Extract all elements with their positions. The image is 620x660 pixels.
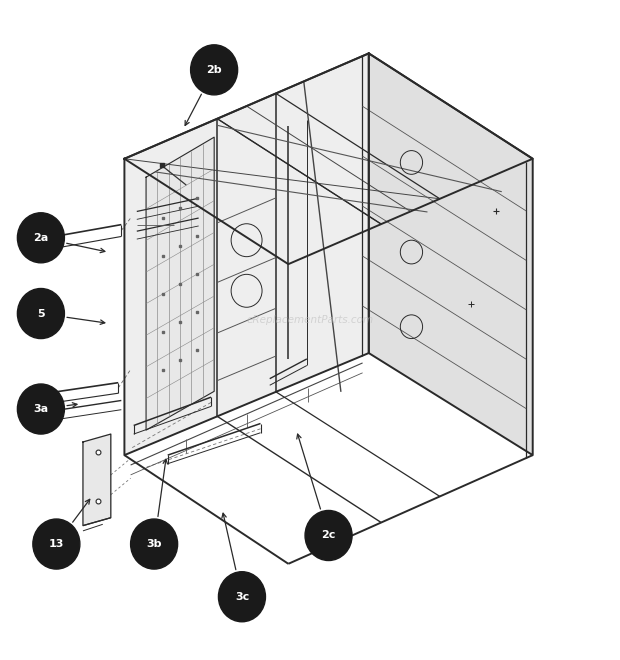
Circle shape [17,213,64,263]
Text: 2b: 2b [206,65,222,75]
Text: 5: 5 [37,308,45,319]
Circle shape [33,519,80,569]
Polygon shape [125,53,369,455]
Polygon shape [125,53,533,264]
Circle shape [305,510,352,560]
Text: 13: 13 [49,539,64,549]
Polygon shape [146,137,214,430]
Polygon shape [369,53,533,455]
Polygon shape [83,434,111,525]
Text: 3b: 3b [146,539,162,549]
Circle shape [17,384,64,434]
Circle shape [131,519,177,569]
Text: 2a: 2a [33,233,48,243]
Text: 3c: 3c [235,592,249,602]
Text: 2c: 2c [321,531,336,541]
Text: eReplacementParts.com: eReplacementParts.com [246,315,374,325]
Circle shape [17,288,64,339]
Circle shape [218,572,265,622]
Circle shape [190,45,237,95]
Text: 3a: 3a [33,404,48,414]
